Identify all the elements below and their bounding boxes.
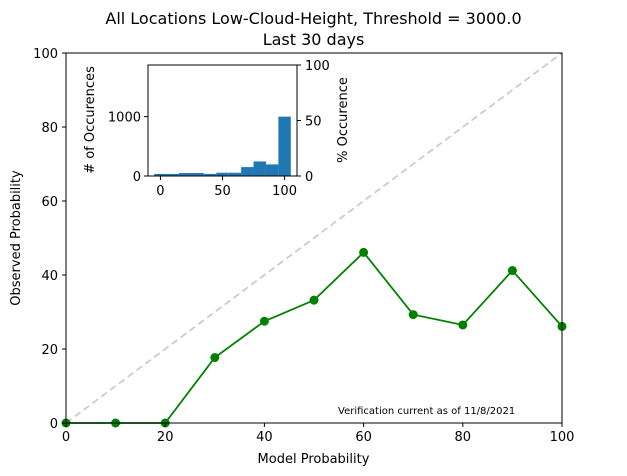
histogram-bar bbox=[166, 173, 180, 176]
inset-right-axis-label: % Occurence bbox=[336, 77, 351, 163]
inset-x-tick-label: 100 bbox=[272, 184, 297, 199]
inset-x-tick-label: 50 bbox=[214, 184, 231, 199]
histogram-bar bbox=[241, 167, 254, 176]
data-point bbox=[458, 320, 468, 330]
histogram-bar bbox=[278, 116, 291, 176]
y-tick-label: 0 bbox=[50, 417, 58, 432]
data-point bbox=[507, 266, 517, 276]
main-plot-frame bbox=[65, 52, 563, 424]
histogram-bar bbox=[203, 173, 217, 176]
data-point bbox=[309, 295, 319, 305]
x-tick-label: 40 bbox=[256, 430, 273, 445]
histogram-bar bbox=[228, 172, 242, 176]
inset-y-tick-label: 0 bbox=[133, 170, 141, 185]
verification-annotation: Verification current as of 11/8/2021 bbox=[338, 406, 515, 417]
inset-right-tick-label: 50 bbox=[305, 115, 322, 130]
x-axis-label: Model Probability bbox=[258, 452, 370, 467]
perfect-reliability-line bbox=[65, 52, 563, 424]
histogram-bar bbox=[191, 173, 204, 176]
series-line bbox=[66, 251, 563, 424]
x-tick-label: 80 bbox=[455, 430, 472, 445]
histogram-bar bbox=[154, 173, 167, 176]
x-tick-label: 60 bbox=[355, 430, 372, 445]
histogram-bar bbox=[253, 161, 266, 176]
y-axis-label: Observed Probability bbox=[9, 170, 24, 306]
y-tick-label: 100 bbox=[33, 47, 58, 62]
data-point bbox=[210, 353, 220, 363]
data-point bbox=[359, 247, 369, 257]
inset-y-tick-label: 1000 bbox=[108, 111, 141, 126]
inset-histogram: 0 50 100 0 1000 0 50 100 bbox=[108, 59, 330, 199]
histogram-bar bbox=[179, 173, 192, 176]
inset-right-tick-label: 100 bbox=[305, 59, 330, 74]
y-tick-label: 40 bbox=[41, 269, 58, 284]
x-tick-label: 20 bbox=[157, 430, 174, 445]
data-point bbox=[259, 316, 269, 326]
inset-x-tick-label: 0 bbox=[156, 184, 164, 199]
histogram-bar bbox=[216, 172, 229, 176]
y-tick-label: 20 bbox=[41, 343, 58, 358]
chart-title: All Locations Low-Cloud-Height, Threshol… bbox=[105, 9, 521, 28]
histogram-bar bbox=[265, 164, 279, 176]
y-tick-label: 80 bbox=[41, 121, 58, 136]
chart-subtitle: Last 30 days bbox=[263, 30, 365, 49]
inset-frame bbox=[147, 64, 298, 177]
inset-right-tick-label: 0 bbox=[305, 170, 313, 185]
main-plot-area: 0 20 40 60 80 100 0 20 40 60 80 100 bbox=[33, 47, 574, 445]
data-point bbox=[408, 310, 418, 320]
inset-left-axis-label: # of Occurences bbox=[83, 66, 98, 174]
x-tick-label: 100 bbox=[550, 430, 575, 445]
x-tick-label: 0 bbox=[62, 430, 70, 445]
y-tick-label: 60 bbox=[41, 195, 58, 210]
